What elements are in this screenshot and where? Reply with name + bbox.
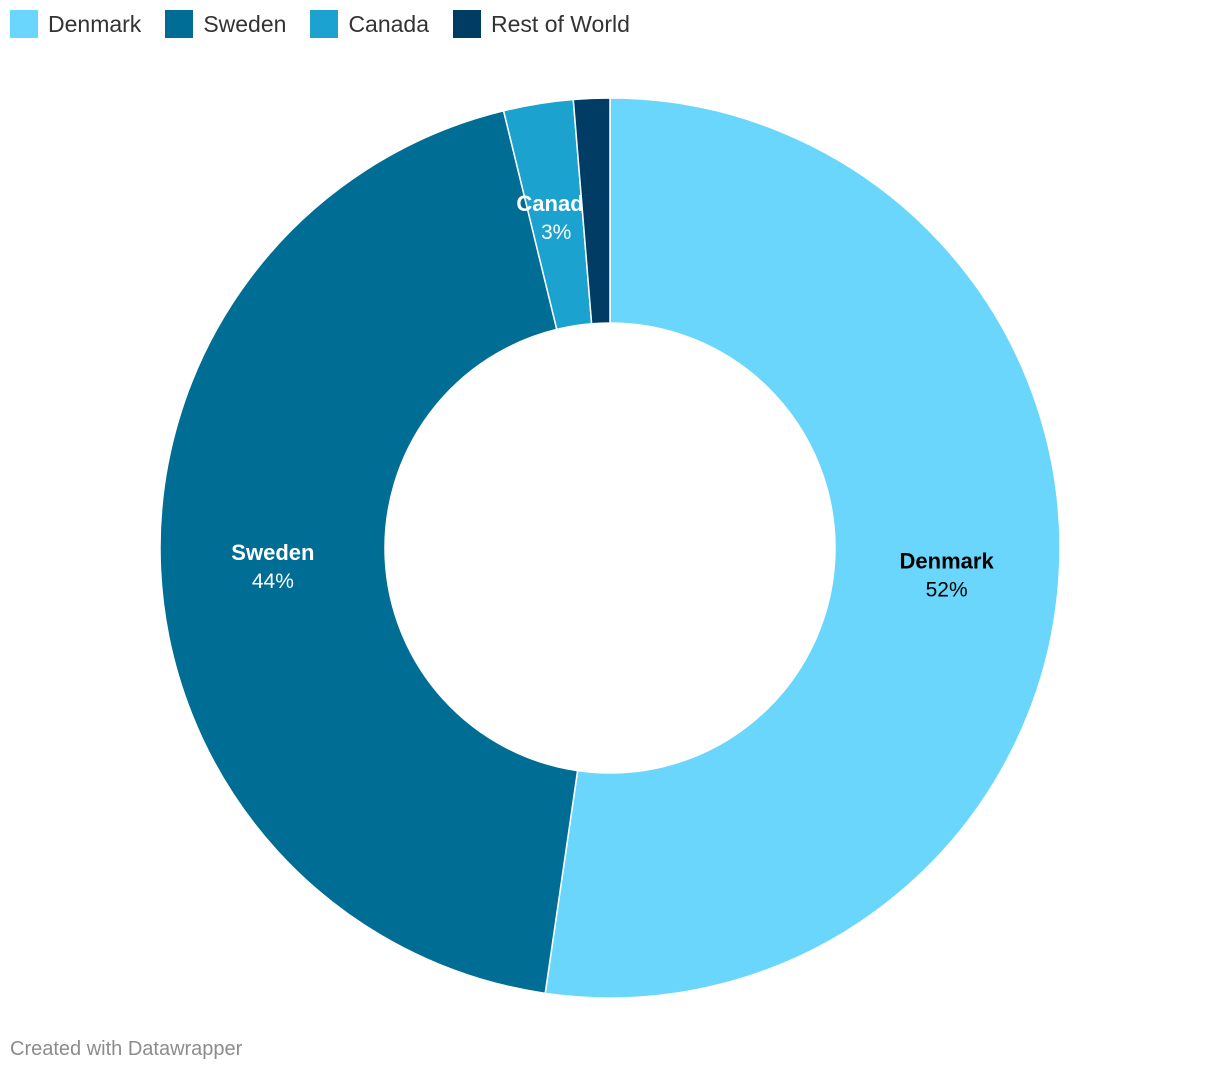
legend-label-sweden: Sweden — [203, 10, 287, 37]
slice-rest-of-world — [572, 97, 611, 325]
slice-sweden — [159, 109, 579, 995]
slice-label-value-canada: 3% — [541, 221, 571, 244]
legend-item-sweden: Sweden — [165, 8, 286, 40]
slice-label-name-denmark: Denmark — [900, 548, 995, 573]
legend-label-denmark: Denmark — [48, 10, 142, 37]
slice-label-value-denmark: 52% — [926, 578, 968, 601]
legend-item-canada: Canada — [310, 8, 429, 40]
legend-swatch-denmark — [10, 10, 38, 38]
slice-label-sweden: Sweden 44% — [231, 540, 314, 593]
legend-swatch-rest-of-world — [453, 10, 482, 38]
legend-item-denmark: Denmark — [10, 8, 141, 40]
slice-label-name-sweden: Sweden — [231, 540, 314, 565]
legend-swatch-sweden — [165, 10, 194, 38]
legend-item-rest-of-world: Rest of World — [453, 8, 630, 40]
slice-label-denmark: Denmark 52% — [900, 548, 995, 601]
footer-credit: Created with Datawrapper — [10, 1038, 243, 1060]
legend-swatch-canada — [310, 10, 339, 38]
slice-denmark — [544, 97, 1061, 999]
chart-legend: Denmark Sweden Canada Rest of World — [10, 8, 654, 40]
legend-label-rest-of-world: Rest of World — [491, 10, 630, 37]
legend-label-canada: Canada — [348, 10, 430, 37]
slice-label-value-sweden: 44% — [252, 570, 294, 593]
